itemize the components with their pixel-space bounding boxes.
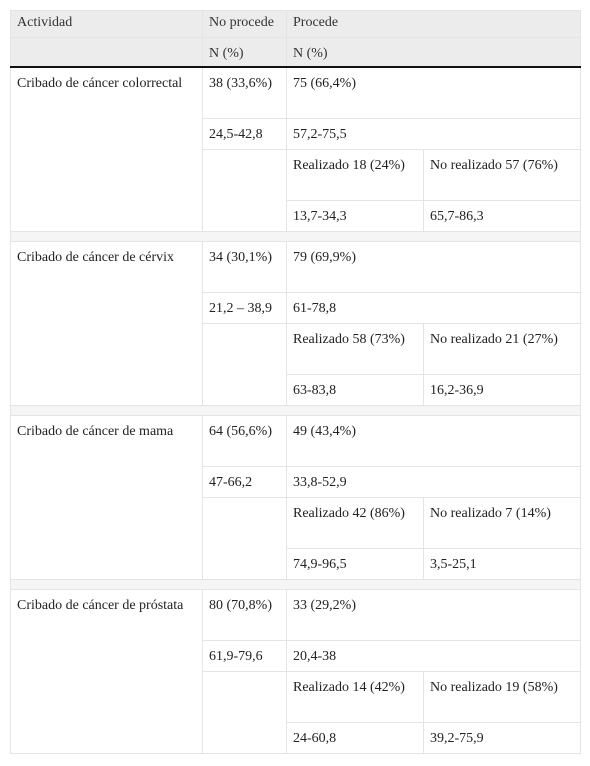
procede-ic-cell: 61-78,8 <box>286 292 581 324</box>
table-row: Cribado de cáncer de próstata 80 (70,8%)… <box>10 589 581 754</box>
table-row: Realizado 58 (73%) No realizado 21 (27%) <box>11 323 581 406</box>
actividad-cell: Cribado de cáncer colorrectal <box>10 66 203 232</box>
table-row: Cribado de cáncer de mama 64 (56,6%) 49 … <box>10 415 581 580</box>
no-procede-ic-cell: 21,2 – 38,9 <box>202 292 287 324</box>
actividad-cell: Cribado de cáncer de mama <box>10 415 203 580</box>
table-body: Cribado de cáncer colorrectal 38 (33,6%)… <box>10 66 581 754</box>
table-row: Cribado de cáncer colorrectal 38 (33,6%)… <box>10 66 581 232</box>
realizado-ic-cell: 74,9-96,5 <box>286 548 424 580</box>
no-procede-cell: 38 (33,6%) <box>202 66 287 119</box>
header-actividad-spacer <box>10 37 203 68</box>
no-realizado-ic-cell: 39,2-75,9 <box>423 722 581 754</box>
table-row: Realizado 18 (24%) No realizado 57 (76%) <box>11 149 581 232</box>
row-separator <box>10 405 581 416</box>
empty-cell <box>202 323 287 406</box>
no-procede-cell: 64 (56,6%) <box>202 415 287 467</box>
header-procede: Procede <box>286 10 581 38</box>
table-row: 74,9-96,5 3,5-25,1 <box>11 548 581 580</box>
no-procede-cell: 80 (70,8%) <box>202 589 287 641</box>
table-row: 61,9-79,6 20,4-38 <box>11 640 581 672</box>
table-row: 24-60,8 39,2-75,9 <box>11 722 581 754</box>
empty-cell <box>202 671 287 754</box>
realizado-cell: Realizado 18 (24%) <box>286 149 424 201</box>
procede-cell: 79 (69,9%) <box>286 241 581 293</box>
no-procede-ic-cell: 24,5-42,8 <box>202 118 287 150</box>
no-procede-cell: 34 (30,1%) <box>202 241 287 293</box>
procede-ic-cell: 33,8-52,9 <box>286 466 581 498</box>
no-realizado-cell: No realizado 21 (27%) <box>423 323 581 375</box>
no-realizado-ic-cell: 3,5-25,1 <box>423 548 581 580</box>
header-no-procede-unit: N (%) <box>202 37 287 68</box>
procede-ic-cell: 57,2-75,5 <box>286 118 581 150</box>
table-row: 21,2 – 38,9 61-78,8 <box>11 292 581 324</box>
no-realizado-cell: No realizado 19 (58%) <box>423 671 581 723</box>
procede-cell: 33 (29,2%) <box>286 589 581 641</box>
no-procede-ic-cell: 61,9-79,6 <box>202 640 287 672</box>
no-realizado-cell: No realizado 57 (76%) <box>423 149 581 201</box>
table-row: 13,7-34,3 65,7-86,3 <box>11 200 581 232</box>
realizado-ic-cell: 13,7-34,3 <box>286 200 424 232</box>
table-row: 63-83,8 16,2-36,9 <box>11 374 581 406</box>
realizado-cell: Realizado 58 (73%) <box>286 323 424 375</box>
procede-ic-cell: 20,4-38 <box>286 640 581 672</box>
table-row: Realizado 42 (86%) No realizado 7 (14%) <box>11 497 581 580</box>
empty-cell <box>202 149 287 232</box>
table-row: 24,5-42,8 57,2-75,5 <box>11 118 581 150</box>
table-row: Cribado de cáncer de cérvix 34 (30,1%) 7… <box>10 241 581 406</box>
procede-cell: 75 (66,4%) <box>286 66 581 119</box>
actividad-cell: Cribado de cáncer de próstata <box>10 589 203 754</box>
no-realizado-ic-cell: 16,2-36,9 <box>423 374 581 406</box>
actividad-cell: Cribado de cáncer de cérvix <box>10 241 203 406</box>
realizado-cell: Realizado 14 (42%) <box>286 671 424 723</box>
procede-cell: 49 (43,4%) <box>286 415 581 467</box>
no-procede-ic-cell: 47-66,2 <box>202 466 287 498</box>
screening-table: Actividad No procede Procede N (%) N (%)… <box>10 10 581 754</box>
row-separator <box>10 231 581 242</box>
table-row: Realizado 14 (42%) No realizado 19 (58%) <box>11 671 581 754</box>
no-realizado-ic-cell: 65,7-86,3 <box>423 200 581 232</box>
realizado-cell: Realizado 42 (86%) <box>286 497 424 549</box>
realizado-ic-cell: 24-60,8 <box>286 722 424 754</box>
row-separator <box>10 579 581 590</box>
no-realizado-cell: No realizado 7 (14%) <box>423 497 581 549</box>
header-no-procede: No procede <box>202 10 287 38</box>
header-actividad: Actividad <box>10 10 203 38</box>
realizado-ic-cell: 63-83,8 <box>286 374 424 406</box>
empty-cell <box>202 497 287 580</box>
header-procede-unit: N (%) <box>286 37 581 68</box>
